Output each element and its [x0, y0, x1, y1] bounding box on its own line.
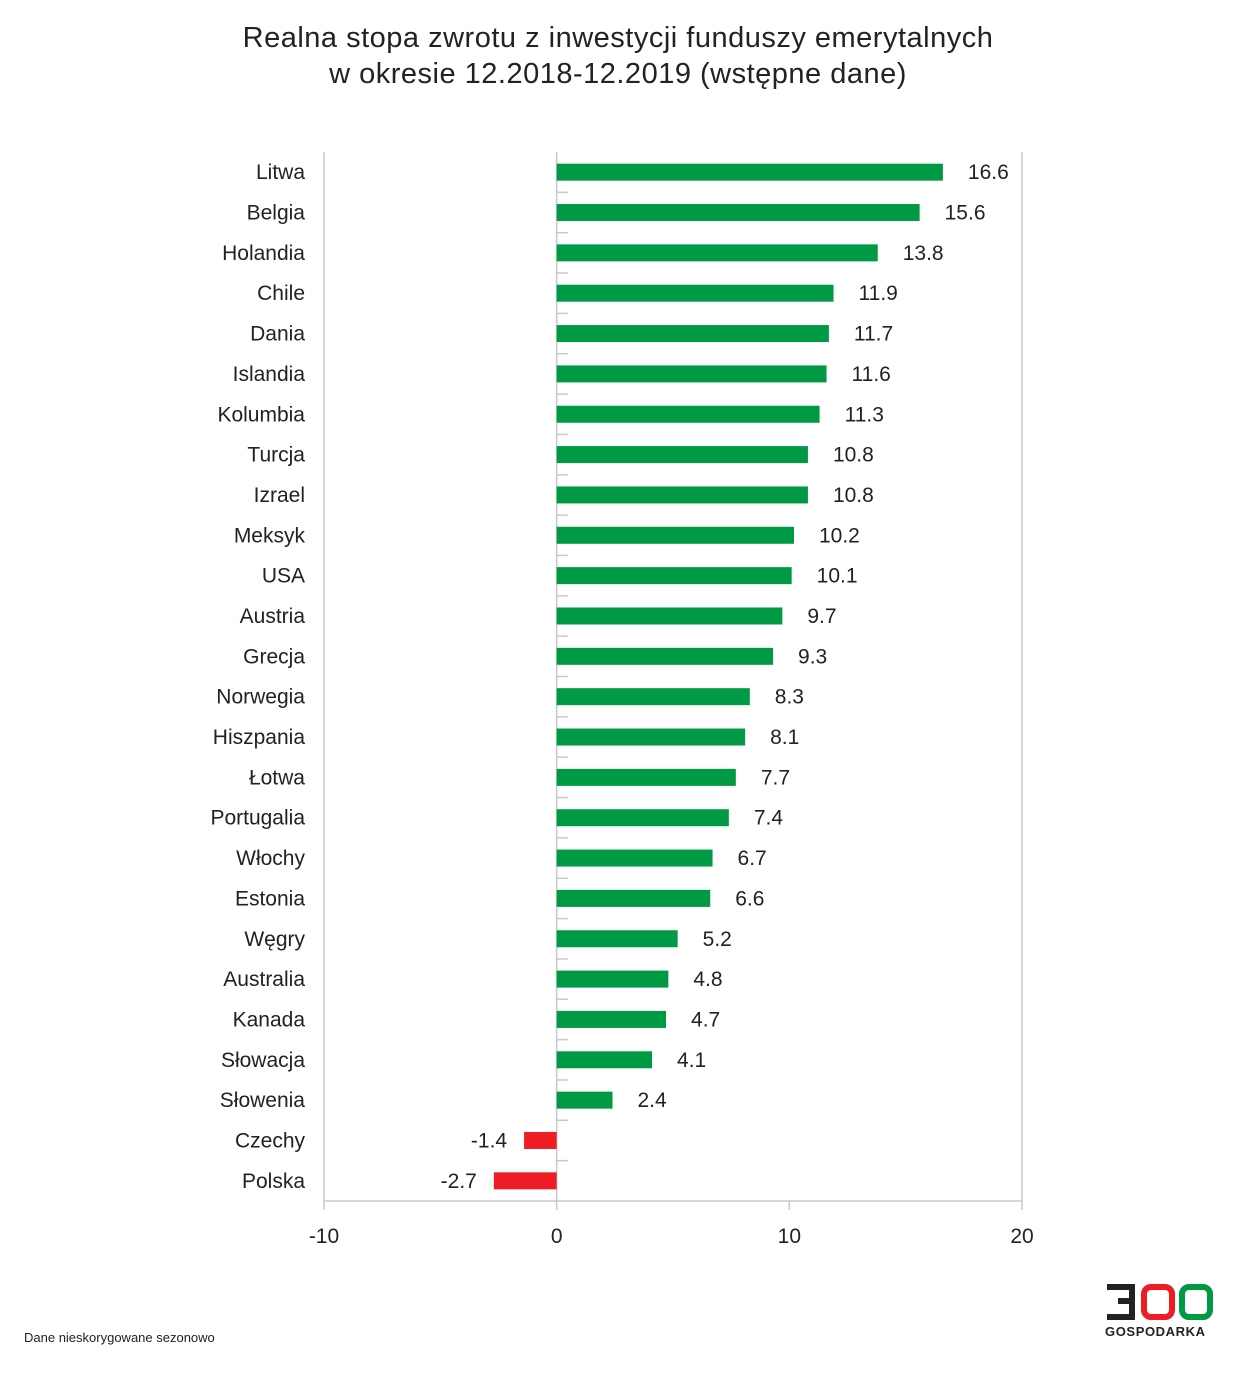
- data-label: 2.4: [638, 1089, 668, 1112]
- bar: [493, 1172, 557, 1190]
- category-label: Słowenia: [220, 1089, 306, 1112]
- category-label: Portugalia: [210, 807, 305, 830]
- category-label: Kolumbia: [217, 403, 305, 426]
- category-label: Norwegia: [216, 686, 305, 709]
- bar: [556, 325, 829, 343]
- category-label: Austria: [240, 605, 306, 628]
- data-label: 10.8: [833, 484, 874, 507]
- x-tick-label: 0: [551, 1225, 563, 1248]
- bar: [556, 647, 774, 665]
- data-label: 8.1: [770, 726, 799, 749]
- bar: [556, 284, 834, 302]
- category-label: Chile: [257, 282, 305, 305]
- bar: [556, 728, 746, 746]
- data-label: 6.6: [735, 887, 764, 910]
- x-tick-label: 10: [778, 1225, 801, 1248]
- bar: [556, 486, 808, 504]
- category-label: Izrael: [254, 484, 305, 507]
- data-label: 4.8: [693, 968, 722, 991]
- data-label: 9.7: [807, 605, 836, 628]
- x-tick-label: 20: [1010, 1225, 1033, 1248]
- logo-digit-3: [1107, 1284, 1135, 1320]
- data-label: -2.7: [441, 1170, 477, 1193]
- data-label: 4.7: [691, 1008, 720, 1031]
- category-label: Belgia: [247, 202, 306, 225]
- bar: [556, 849, 713, 867]
- data-label: 11.9: [859, 282, 898, 305]
- category-label: Hiszpania: [213, 726, 306, 749]
- bar: [556, 204, 920, 222]
- category-label: Meksyk: [234, 524, 306, 547]
- category-label: Grecja: [243, 645, 305, 668]
- bar: [556, 688, 750, 706]
- data-label: 7.7: [761, 766, 790, 789]
- data-label: 10.1: [817, 565, 858, 588]
- data-label: 10.8: [833, 444, 874, 467]
- data-label: 16.6: [968, 161, 1009, 184]
- logo-text: GOSPODARKA: [1105, 1324, 1206, 1339]
- data-label: 6.7: [738, 847, 767, 870]
- category-label: Litwa: [256, 161, 305, 184]
- footnote: Dane nieskorygowane sezonowo: [24, 1330, 215, 1345]
- chart-title-line-1: Realna stopa zwrotu z inwestycji fundusz…: [242, 22, 994, 54]
- data-label: 15.6: [945, 202, 986, 225]
- category-label: Włochy: [236, 847, 305, 870]
- category-label: Islandia: [233, 363, 306, 386]
- category-label: Słowacja: [221, 1049, 305, 1072]
- bar: [556, 889, 711, 907]
- data-label: 11.3: [845, 403, 884, 426]
- category-label: Czechy: [235, 1129, 306, 1152]
- category-label: Dania: [250, 323, 305, 346]
- data-label: 7.4: [754, 807, 784, 830]
- logo-digit-0-red: [1141, 1284, 1175, 1320]
- bar: [556, 163, 943, 181]
- bar: [556, 567, 792, 585]
- bar: [556, 970, 669, 988]
- bar: [556, 768, 736, 786]
- category-label: Polska: [242, 1170, 305, 1193]
- bar: [556, 244, 878, 262]
- data-label: -1.4: [471, 1129, 508, 1152]
- bar: [556, 1051, 653, 1069]
- chart-title-line-2: w okresie 12.2018-12.2019 (wstępne dane): [329, 58, 907, 90]
- category-label: Estonia: [235, 887, 305, 910]
- data-label: 5.2: [703, 928, 732, 951]
- category-label: Łotwa: [249, 766, 305, 789]
- bar: [524, 1131, 557, 1149]
- data-label: 11.6: [852, 363, 891, 386]
- bar: [556, 405, 820, 423]
- bar: [556, 607, 783, 625]
- logo-digits: [1107, 1284, 1213, 1320]
- logo-300-gospodarka: GOSPODARKA: [1104, 1282, 1214, 1342]
- category-label: Australia: [223, 968, 305, 991]
- bar: [556, 1010, 667, 1028]
- category-label: Turcja: [247, 444, 305, 467]
- bar: [556, 365, 827, 383]
- data-label: 11.7: [854, 323, 893, 346]
- category-label: Kanada: [233, 1008, 306, 1031]
- bar: [556, 809, 729, 827]
- category-label: Węgry: [244, 928, 305, 951]
- data-label: 9.3: [798, 645, 827, 668]
- data-label: 8.3: [775, 686, 804, 709]
- bar: [556, 526, 794, 544]
- data-label: 10.2: [819, 524, 860, 547]
- bar: [556, 446, 808, 464]
- category-label: USA: [262, 565, 305, 588]
- x-tick-label: -10: [309, 1225, 339, 1248]
- data-label: 4.1: [677, 1049, 706, 1072]
- bar: [556, 1091, 613, 1109]
- category-label: Holandia: [222, 242, 305, 265]
- chart-title: Realna stopa zwrotu z inwestycji fundusz…: [0, 20, 1236, 92]
- data-label: 13.8: [903, 242, 944, 265]
- logo-digit-0-green: [1179, 1284, 1213, 1320]
- bar: [556, 930, 678, 948]
